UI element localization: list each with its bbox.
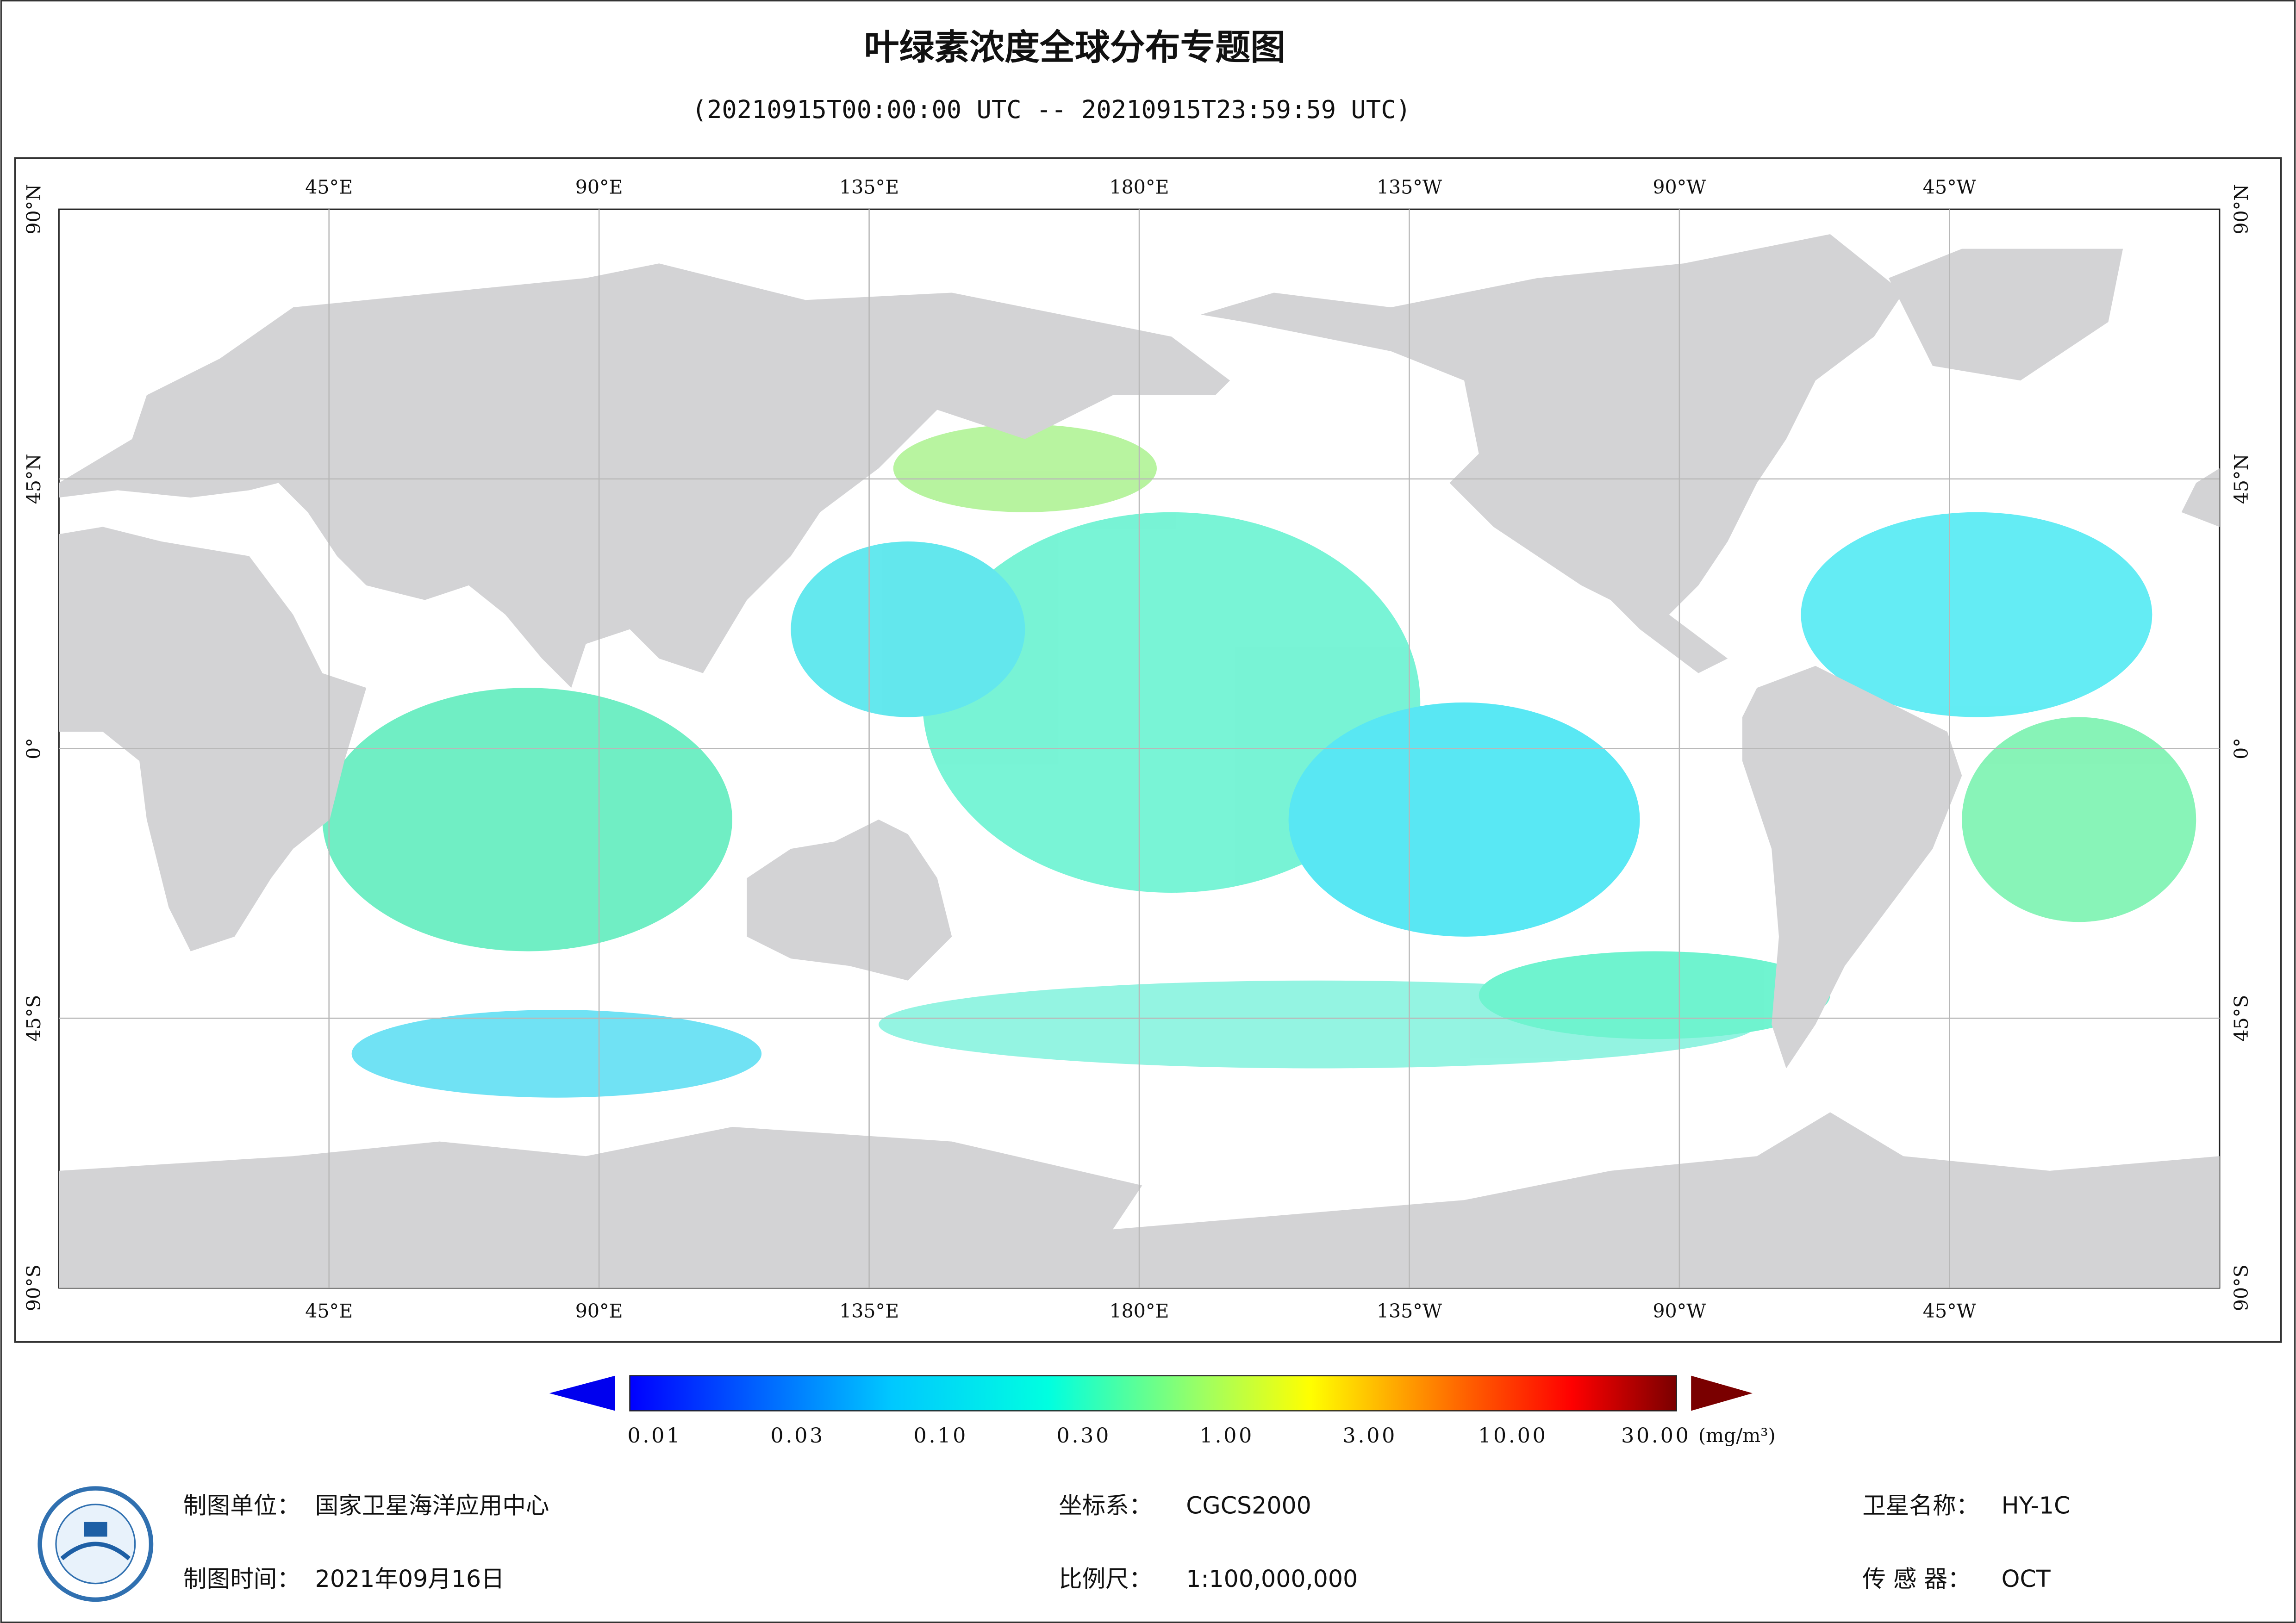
footer-label: 比例尺：: [1059, 1565, 1152, 1592]
colorbar: [549, 1375, 1753, 1412]
colorbar-label: 0.10: [914, 1424, 968, 1448]
longitude-label-bottom: 135°W: [1377, 1300, 1442, 1322]
latitude-label-right: 0°: [2230, 738, 2252, 759]
latitude-label-left: 45°S: [23, 995, 45, 1042]
map-frame: [14, 157, 2282, 1343]
longitude-label-top: 45°E: [305, 176, 353, 198]
graticule: 45°E 45°E 90°E 90°E 135°E 135°E 180°E 180°E 135°…: [23, 176, 2252, 1322]
colorbar-label: 3.00: [1343, 1424, 1398, 1448]
longitude-label-top: 135°E: [839, 176, 899, 198]
longitude-label-bottom: 90°E: [575, 1300, 623, 1322]
chlorophyll-swaths: [322, 424, 2196, 1098]
longitude-label-top: 180°E: [1110, 176, 1169, 198]
title: 叶绿素浓度全球分布专题图: [864, 27, 1286, 68]
footer-label: 卫星名称：: [1862, 1492, 1979, 1519]
colorbar-label: 1.00: [1200, 1424, 1254, 1448]
colorbar-unit: (mg/m³): [1698, 1424, 1776, 1447]
colorbar-label: 30.00: [1621, 1424, 1691, 1448]
footer-label: 制图时间：: [183, 1565, 300, 1592]
latitude-label-right: 45°S: [2230, 995, 2252, 1042]
footer-value: 1:100,000,000: [1186, 1565, 1358, 1592]
longitude-label-bottom: 45°E: [305, 1300, 353, 1322]
latitude-label-left: 90°N: [23, 184, 45, 235]
map-area: 45°E 45°E 90°E 90°E 135°E 135°E 180°E 180°E 135°…: [23, 176, 2252, 1322]
footer-label: 坐标系：: [1059, 1492, 1152, 1519]
longitude-label-bottom: 90°W: [1653, 1300, 1706, 1322]
longitude-label-bottom: 45°W: [1923, 1300, 1977, 1322]
longitude-label-top: 135°W: [1377, 176, 1442, 198]
footer-value: 国家卫星海洋应用中心: [315, 1492, 549, 1519]
latitude-label-left: 45°N: [23, 454, 45, 504]
longitude-label-top: 45°W: [1923, 176, 1977, 198]
latitude-label-right: 90°N: [2230, 184, 2252, 235]
colorbar-label: 0.03: [771, 1424, 825, 1448]
footer-value: CGCS2000: [1186, 1492, 1311, 1519]
longitude-label-bottom: 180°E: [1110, 1300, 1169, 1322]
colorbar-high-arrow: [1691, 1375, 1753, 1411]
colorbar-label: 0.01: [628, 1424, 682, 1448]
latitude-label-right: 45°N: [2230, 454, 2252, 504]
colorbar-label: 10.00: [1478, 1424, 1547, 1448]
latitude-label-left: 90°S: [23, 1264, 45, 1311]
footer-label: 制图单位：: [183, 1492, 300, 1519]
longitude-label-top: 90°E: [575, 176, 623, 198]
latitude-label-left: 0°: [23, 738, 45, 759]
footer-value: 2021年09月16日: [315, 1565, 505, 1592]
longitude-label-bottom: 135°E: [839, 1300, 899, 1322]
latitude-label-right: 90°S: [2230, 1264, 2252, 1311]
logo: [37, 1486, 154, 1602]
subtitle: (20210915T00:00:00 UTC -- 20210915T23:59…: [692, 95, 1411, 124]
colorbar-ramp: [629, 1375, 1677, 1412]
colorbar-low-arrow: [549, 1375, 615, 1411]
colorbar-label: 0.30: [1057, 1424, 1111, 1448]
footer-value: HY-1C: [2002, 1492, 2071, 1519]
footer-value: OCT: [2002, 1565, 2051, 1592]
footer-label: 传 感 器：: [1862, 1565, 1971, 1592]
longitude-label-top: 90°W: [1653, 176, 1706, 198]
